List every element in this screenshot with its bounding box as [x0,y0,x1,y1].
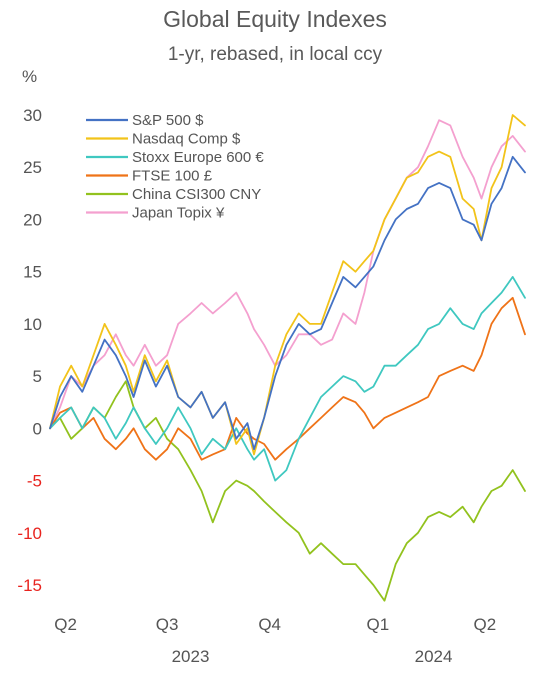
y-tick-label: -5 [27,472,42,491]
y-axis-unit-label: % [22,67,37,86]
series-line-5 [49,119,526,430]
y-axis-ticks: 30 25 20 15 10 5 0 -5 -10 -15 [17,106,42,595]
legend-label: China CSI300 CNY [132,186,261,203]
x-tick-label: Q2 [474,615,497,634]
x-axis-ticks: Q2 Q3 Q4 Q1 Q2 2023 2024 [54,615,496,666]
legend-label: Stoxx Europe 600 € [132,149,264,166]
y-tick-label: 20 [23,210,42,229]
legend: S&P 500 $ Nasdaq Comp $Stoxx Europe 600 €… [86,112,264,222]
series-line-2 [49,275,526,482]
series-line-3 [49,296,526,461]
x-tick-label: Q1 [366,615,389,634]
y-tick-label: 10 [23,315,42,334]
y-tick-label: -10 [17,524,42,543]
series-line-4 [49,380,526,602]
legend-label: FTSE 100 £ [132,168,213,185]
y-tick-label: 25 [23,158,42,177]
y-tick-label: 0 [33,419,42,438]
series-line-1 [49,114,526,456]
x-tick-label: Q2 [54,615,77,634]
chart-title: Global Equity Indexes [163,6,387,32]
y-tick-label: -15 [17,576,42,595]
y-tick-label: 5 [33,367,42,386]
x-year-label: 2023 [172,647,210,666]
legend-label: S&P 500 $ [132,112,204,129]
chart-subtitle: 1-yr, rebased, in local ccy [167,44,383,65]
series-lines [49,114,526,602]
legend-label: Nasdaq Comp $ [132,131,241,148]
x-tick-label: Q3 [156,615,179,634]
x-tick-label: Q4 [258,615,281,634]
y-tick-label: 30 [23,106,42,125]
series-line-0 [49,155,526,451]
y-tick-label: 15 [23,263,42,282]
x-year-label: 2024 [415,647,453,666]
legend-label: Japan Topix ¥ [132,205,225,222]
